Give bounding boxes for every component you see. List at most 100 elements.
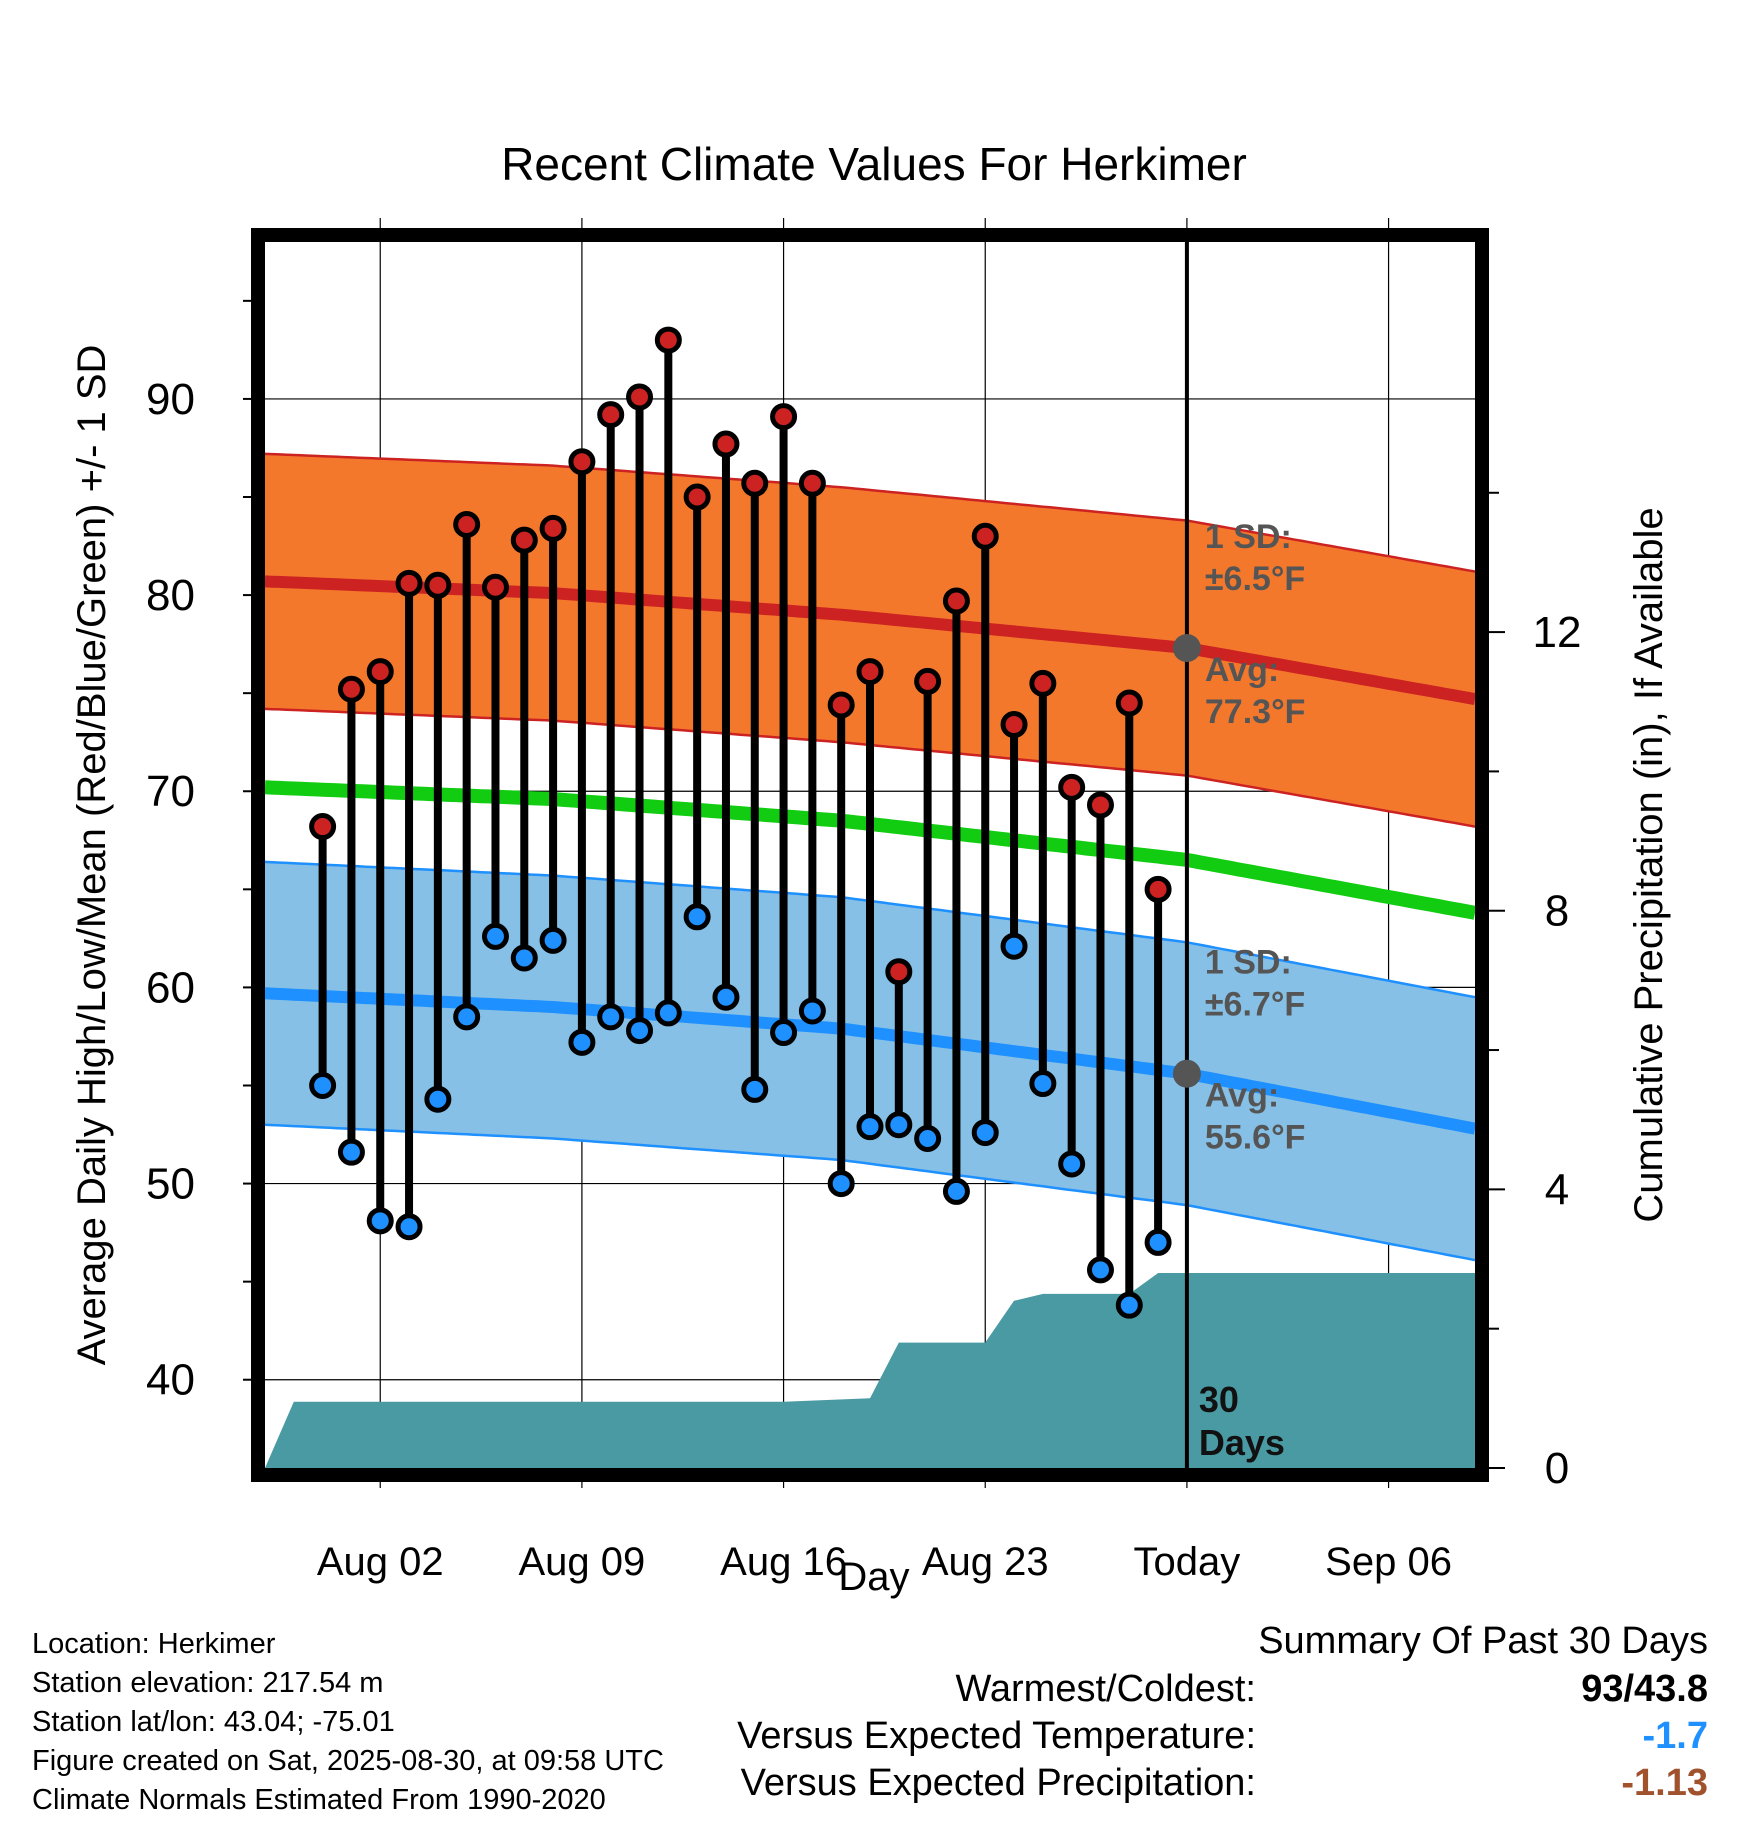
low-point — [741, 1075, 769, 1103]
y2-tick-label: 8 — [1545, 887, 1569, 936]
low-point — [1058, 1150, 1086, 1178]
low-point — [654, 999, 682, 1027]
x-tick-label: Aug 23 — [922, 1540, 1049, 1584]
summary-row-value: 93/43.8 — [1581, 1668, 1708, 1710]
summary-row-label: Versus Expected Temperature: — [737, 1715, 1256, 1757]
high-sd-band — [265, 453, 1475, 827]
precip-layer — [265, 1273, 1475, 1468]
sd-label: 1 SD: — [1205, 944, 1292, 982]
low-point — [770, 1019, 798, 1047]
low-point — [309, 1071, 337, 1099]
avg-value: 77.3°F — [1205, 693, 1306, 731]
high-point — [510, 526, 538, 554]
low-point — [942, 1177, 970, 1205]
avg-marker — [1172, 1059, 1201, 1088]
y-tick-label: 40 — [146, 1356, 195, 1405]
low-point — [510, 944, 538, 972]
high-point — [942, 587, 970, 615]
high-point — [914, 667, 942, 695]
high-point — [453, 510, 481, 538]
avg-label: Avg: — [1205, 651, 1279, 689]
high-point — [1029, 669, 1057, 697]
x-tick-label: Sep 06 — [1325, 1540, 1452, 1584]
high-point — [597, 401, 625, 429]
high-point — [1144, 875, 1172, 903]
x-tick-label: Today — [1134, 1540, 1241, 1584]
high-point — [1115, 689, 1143, 717]
location-text: Location: Herkimer — [32, 1628, 276, 1660]
high-point — [770, 403, 798, 431]
y-tick-label: 80 — [146, 571, 195, 620]
low-point — [453, 1003, 481, 1031]
sd-value: ±6.7°F — [1205, 986, 1305, 1024]
high-point — [683, 483, 711, 511]
y-tick-label: 60 — [146, 963, 195, 1012]
normals-text: Climate Normals Estimated From 1990-2020 — [32, 1784, 606, 1816]
high-point — [481, 573, 509, 601]
precip-area — [265, 1273, 1475, 1468]
high-point — [856, 658, 884, 686]
low-point — [366, 1207, 394, 1235]
axes: 40 50 60 70 80 90 0 4 8 12 Aug 02 Aug 09 Aug 16 Aug 2… — [70, 228, 1671, 1599]
latlon-text: Station lat/lon: 43.04; -75.01 — [32, 1706, 395, 1738]
period-label: Days — [1199, 1422, 1285, 1463]
high-point — [1058, 773, 1086, 801]
high-point — [366, 658, 394, 686]
observations — [309, 242, 1189, 1468]
low-sd-lower-edge — [265, 1123, 1475, 1262]
low-point — [395, 1213, 423, 1241]
y-tick-label: 90 — [146, 375, 195, 424]
y2-tick-label: 0 — [1545, 1444, 1569, 1493]
climate-chart: Recent Climate Values For Herkimer 1 SD:… — [70, 138, 1671, 1599]
sd-label: 1 SD: — [1205, 518, 1292, 556]
high-point — [827, 691, 855, 719]
low-point — [1144, 1228, 1172, 1256]
summary-row-label: Warmest/Coldest: — [955, 1668, 1256, 1710]
low-point — [1000, 932, 1028, 960]
avg-label: Avg: — [1205, 1077, 1279, 1115]
low-point — [827, 1170, 855, 1198]
x-tick-label: Aug 16 — [720, 1540, 847, 1584]
low-point — [597, 1003, 625, 1031]
elevation-text: Station elevation: 217.54 m — [32, 1667, 384, 1699]
high-point — [539, 514, 567, 542]
low-point — [481, 922, 509, 950]
low-point — [712, 983, 740, 1011]
summary-row-label: Versus Expected Precipitation: — [740, 1762, 1256, 1804]
y-axis-label: Average Daily High/Low/Mean (Red/Blue/Gr… — [70, 345, 114, 1366]
high-point — [798, 469, 826, 497]
created-text: Figure created on Sat, 2025-08-30, at 09… — [32, 1745, 664, 1777]
x-tick-label: Aug 09 — [519, 1540, 646, 1584]
high-point — [741, 469, 769, 497]
high-point — [626, 383, 654, 411]
y-tick-label: 70 — [146, 767, 195, 816]
high-point — [712, 430, 740, 458]
sd-value: ±6.5°F — [1205, 560, 1305, 598]
low-point — [337, 1138, 365, 1166]
low-point — [856, 1113, 884, 1141]
low-point — [626, 1017, 654, 1045]
high-point — [395, 569, 423, 597]
summary-row-value: -1.13 — [1621, 1762, 1708, 1804]
low-point — [539, 926, 567, 954]
high-point — [424, 571, 452, 599]
low-point — [683, 903, 711, 931]
high-point — [654, 326, 682, 354]
high-sd-upper-edge — [265, 452, 1475, 573]
low-point — [914, 1124, 942, 1152]
x-axis-label: Day — [838, 1555, 909, 1599]
y2-tick-label: 12 — [1533, 608, 1582, 657]
y2-axis-label: Cumulative Precipitation (in), If Availa… — [1627, 507, 1671, 1222]
low-point — [424, 1085, 452, 1113]
summary-title: Summary Of Past 30 Days — [1258, 1620, 1708, 1662]
high-point — [885, 958, 913, 986]
low-point — [885, 1111, 913, 1139]
high-point — [309, 813, 337, 841]
low-point — [568, 1028, 596, 1056]
avg-value: 55.6°F — [1205, 1119, 1306, 1157]
low-point — [1086, 1256, 1114, 1284]
high-point — [337, 675, 365, 703]
y-tick-label: 50 — [146, 1160, 195, 1209]
high-point — [568, 448, 596, 476]
chart-title: Recent Climate Values For Herkimer — [501, 138, 1247, 190]
